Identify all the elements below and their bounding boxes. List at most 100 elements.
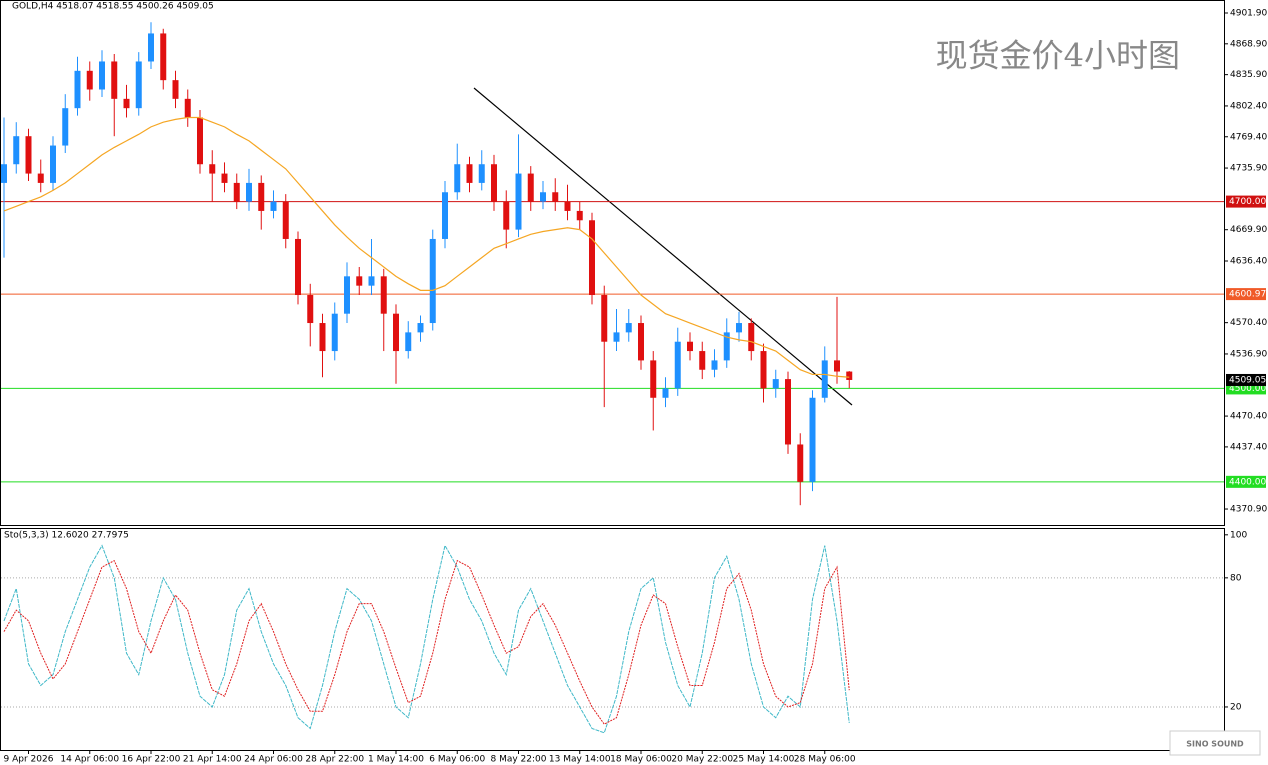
candle-body [601, 295, 608, 342]
candle-body [834, 360, 840, 372]
candle-body [466, 164, 473, 183]
candle-body [331, 313, 338, 352]
candle-body [478, 164, 485, 183]
candle-body [99, 61, 105, 90]
candle-body [233, 182, 240, 202]
candle-body [344, 276, 350, 314]
level-label: 4500.00 [1229, 384, 1266, 394]
candle-body [772, 379, 779, 389]
chart-header: GOLD,H4 4518.07 4518.55 4500.26 4509.05 [12, 2, 214, 12]
candle-body [184, 98, 191, 118]
x-tick-label: 18 May 06:00 [610, 755, 672, 765]
x-tick-label: 21 Apr 14:00 [183, 755, 242, 765]
candle-body [736, 323, 742, 333]
candle-body [515, 173, 522, 230]
level-label: 4700.00 [1229, 197, 1266, 207]
x-tick-label: 28 Apr 22:00 [305, 755, 364, 765]
x-tick-label: 28 May 06:00 [794, 755, 856, 765]
candle-body [25, 136, 32, 174]
candle-body [13, 136, 20, 165]
x-tick-label: 13 May 14:00 [549, 755, 611, 765]
indicator-title: Sto(5,3,3) 12.6020 27.7975 [4, 531, 129, 541]
candle-body [650, 360, 657, 398]
candle-body [491, 164, 497, 202]
y-tick-label: 4769.40 [1230, 132, 1267, 142]
candle-body [625, 323, 632, 333]
x-tick-label: 16 Apr 22:00 [122, 755, 181, 765]
candle-body [50, 145, 56, 183]
moving-average [3, 116, 850, 378]
candle-body [748, 323, 755, 352]
candle-body [687, 341, 693, 352]
candle-body [417, 323, 424, 333]
y-tick-label: 4802.40 [1230, 101, 1267, 111]
candle-body [74, 70, 81, 109]
x-tick-label: 6 May 06:00 [429, 755, 485, 765]
stoch-line [3, 559, 850, 725]
candle-body [160, 33, 167, 81]
candle-body [123, 98, 130, 109]
candle-body [148, 33, 154, 62]
y-tick-label: 20 [1230, 702, 1242, 712]
trend-line [473, 87, 853, 406]
y-tick-label: 4370.90 [1230, 505, 1267, 515]
candle-body [638, 323, 644, 361]
candle-body [846, 371, 853, 380]
x-tick-label: 14 Apr 06:00 [60, 755, 119, 765]
candle-body [135, 61, 142, 109]
candle-body [564, 201, 571, 211]
candle-body [86, 70, 93, 90]
candle-body [454, 164, 461, 193]
candle-body [295, 238, 301, 296]
x-tick-label: 24 Apr 06:00 [244, 755, 303, 765]
candle-body [442, 192, 448, 239]
y-tick-label: 4570.40 [1230, 318, 1267, 328]
y-tick-label: 4868.90 [1230, 39, 1267, 49]
candle-body [552, 192, 559, 202]
candle-body [405, 332, 412, 352]
y-tick-label: 4901.90 [1230, 8, 1267, 18]
y-tick-label: 4636.40 [1230, 257, 1267, 267]
y-tick-label: 100 [1230, 530, 1247, 540]
candle-body [699, 351, 706, 370]
candle-body [319, 323, 326, 352]
candle-body [821, 360, 828, 398]
candle-body [258, 182, 265, 211]
candle-body [429, 238, 436, 324]
stoch-panel [0, 528, 1225, 751]
last-price-box [1226, 373, 1266, 386]
x-tick-label: 9 Apr 2026 [4, 755, 54, 765]
y-tick-label: 4437.40 [1230, 442, 1267, 452]
candle-body [613, 332, 620, 342]
candle-body [760, 351, 767, 389]
y-tick-label: 4669.90 [1230, 225, 1267, 235]
x-tick-label: 20 May 22:00 [671, 755, 733, 765]
candle-body [540, 192, 546, 202]
y-tick-label: 4536.90 [1230, 349, 1267, 359]
candle-body [197, 117, 203, 165]
main-panel [0, 0, 1225, 526]
level-label-box [1226, 475, 1266, 488]
y-tick-label: 4835.90 [1230, 70, 1267, 80]
candle-body [172, 80, 179, 99]
candle-body [393, 313, 399, 352]
candle-body [797, 444, 804, 482]
y-tick-label: 4735.90 [1230, 164, 1267, 174]
candle-body [246, 182, 252, 202]
candle-body [503, 201, 510, 230]
y-tick-label: 80 [1230, 573, 1242, 583]
candle-body [662, 388, 669, 398]
candle-body [270, 201, 277, 211]
level-label: 4600.97 [1229, 290, 1266, 300]
candle-body [380, 276, 387, 314]
candle-body [209, 164, 216, 174]
candle-body [785, 379, 791, 445]
candle-body [674, 341, 681, 389]
candle-body [62, 108, 69, 146]
y-tick-label: 4470.40 [1230, 412, 1267, 422]
stoch-line [3, 544, 850, 734]
watermark-box [1169, 730, 1261, 756]
level-label-box [1226, 195, 1266, 208]
level-label: 4400.00 [1229, 477, 1266, 487]
